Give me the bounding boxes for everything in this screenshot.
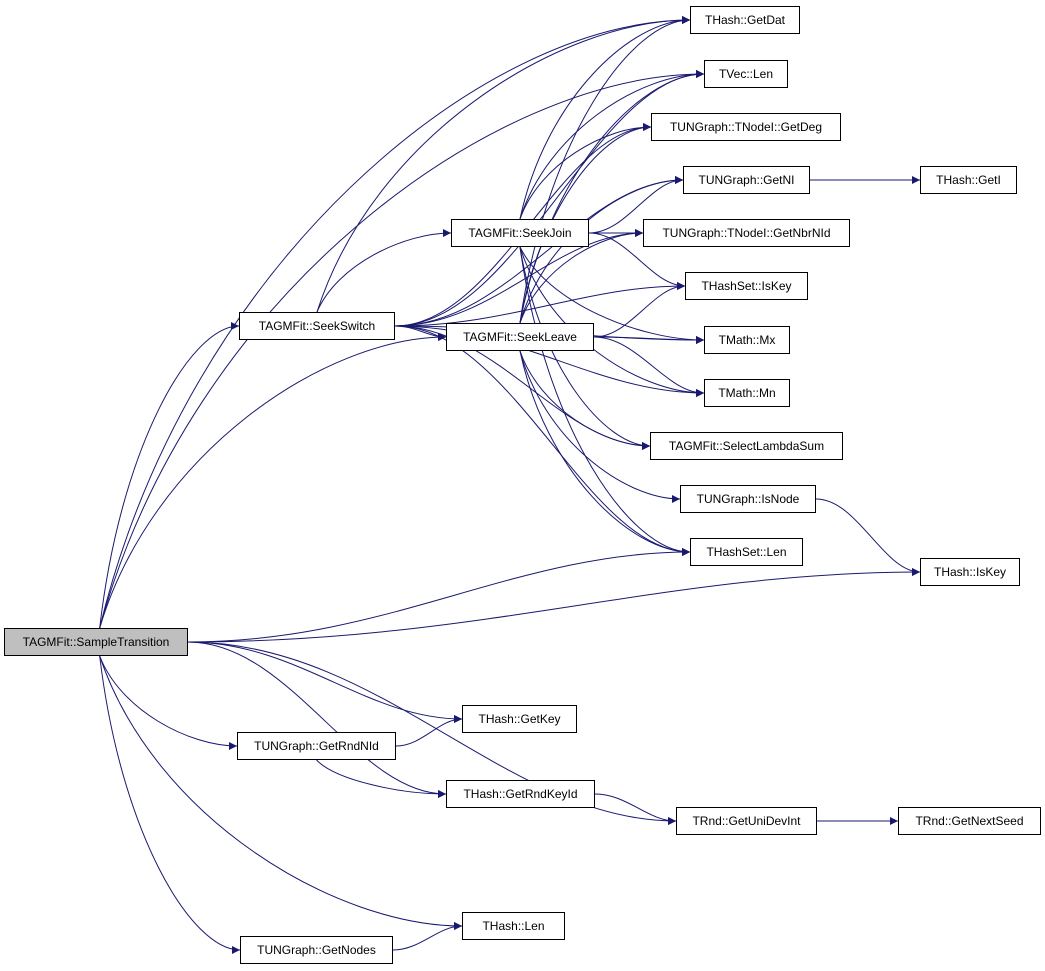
edge-n10-n15 [519,350,691,556]
node-thash-iskey[interactable]: THash::IsKey [920,558,1020,586]
node-label: TUNGraph::TNodeI::GetNbrNId [662,226,831,240]
node-tungraph-tnodei-getdeg[interactable]: TUNGraph::TNodeI::GetDeg [651,113,841,141]
node-thash-getrndkeyid[interactable]: THash::GetRndKeyId [446,780,595,808]
node-label: TMath::Mx [718,333,776,347]
edge-n17-n20 [187,641,447,798]
node-label: THash::IsKey [933,565,1007,579]
edge-n17-n2 [99,70,705,629]
edge-n10-n8 [593,282,686,338]
edge-n10-n11 [593,335,705,344]
edge-n9-n7 [316,229,452,313]
edge-n7-n1 [519,16,691,220]
edge-n17-n9 [99,322,240,629]
node-label: THash::GetDat [704,13,786,27]
edge-n17-n16 [187,568,921,643]
node-label: THash::Len [482,919,545,933]
node-label: THashSet::Len [706,545,787,559]
edge-n17-n18 [187,641,463,723]
edge-n17-n23 [99,655,463,930]
edge-n9-n12 [394,325,705,397]
node-label: TAGMFit::SeekLeave [463,330,577,344]
edge-n10-n12 [593,336,705,397]
edge-n10-n3 [519,123,652,324]
edge-n9-n15 [394,325,691,556]
node-label: TUNGraph::GetNI [698,173,795,187]
edge-n7-n15 [519,246,691,556]
node-label: THash::GetRndKeyId [463,787,578,801]
edge-n20-n21 [594,793,677,825]
edge-n17-n1 [99,16,691,629]
node-thash-len[interactable]: THash::Len [462,912,565,940]
edge-n17-n15 [187,548,691,643]
node-label: THash::GetI [936,173,1001,187]
edge-n9-n10 [394,325,447,341]
edge-n9-n1 [316,16,691,313]
edge-n10-n13 [519,350,651,450]
node-tmath-mn[interactable]: TMath::Mn [704,379,790,407]
node-trnd-getunidevint[interactable]: TRnd::GetUniDevInt [676,807,817,835]
edge-n7-n13 [519,246,651,450]
edge-n17-n21 [187,641,677,825]
node-label: TRnd::GetNextSeed [915,814,1024,828]
edge-n17-n10 [99,333,447,629]
node-label: TUNGraph::GetNodes [257,943,376,957]
edge-n7-n4 [588,176,684,234]
node-tungraph-getni[interactable]: TUNGraph::GetNI [683,166,810,194]
edge-n19-n20 [316,759,447,798]
edge-n7-n8 [588,232,686,290]
edge-n14-n16 [815,498,921,576]
node-label: TUNGraph::IsNode [696,492,800,506]
node-tagmfit-sampletransition: TAGMFit::SampleTransition [4,628,188,656]
node-thash-getdat[interactable]: THash::GetDat [690,6,800,34]
node-label: THashSet::IsKey [701,279,792,293]
edge-n17-n19 [99,655,238,750]
node-tagmfit-selectlambdasum[interactable]: TAGMFit::SelectLambdaSum [650,432,843,460]
node-label: THash::GetKey [478,712,561,726]
node-label: TRnd::GetUniDevInt [692,814,801,828]
node-label: TAGMFit::SeekSwitch [258,319,376,333]
node-tagmfit-seekjoin[interactable]: TAGMFit::SeekJoin [451,219,589,247]
node-tagmfit-seekswitch[interactable]: TAGMFit::SeekSwitch [239,312,395,340]
edge-n17-n24 [99,655,241,954]
node-thash-geti[interactable]: THash::GetI [920,166,1017,194]
edge-n10-n2 [519,70,705,324]
node-tungraph-isnode[interactable]: TUNGraph::IsNode [680,485,816,513]
edge-n7-n2 [519,70,705,220]
node-tungraph-tnodei-getnbrnid[interactable]: TUNGraph::TNodeI::GetNbrNId [643,219,850,247]
node-label: TAGMFit::SeekJoin [468,226,572,240]
node-label: TVec::Len [718,67,774,81]
node-label: TAGMFit::SelectLambdaSum [668,439,825,453]
edge-n7-n12 [519,246,705,397]
node-label: TUNGraph::GetRndNId [254,739,379,753]
node-thashset-len[interactable]: THashSet::Len [690,538,803,566]
node-tungraph-getrndnid[interactable]: TUNGraph::GetRndNId [237,732,396,760]
node-tagmfit-seekleave[interactable]: TAGMFit::SeekLeave [446,323,594,351]
node-tmath-mx[interactable]: TMath::Mx [704,326,790,354]
edge-n7-n3 [519,123,652,220]
edge-n9-n8 [394,282,686,327]
edge-n9-n2 [394,70,705,327]
edge-n10-n1 [519,16,691,324]
node-label: TMath::Mn [718,386,776,400]
node-trnd-getnextseed[interactable]: TRnd::GetNextSeed [898,807,1041,835]
node-tvec-len[interactable]: TVec::Len [704,60,788,88]
node-label: TAGMFit::SampleTransition [22,635,170,649]
node-tungraph-getnodes[interactable]: TUNGraph::GetNodes [240,936,393,964]
edge-n19-n18 [395,715,463,747]
node-thash-getkey[interactable]: THash::GetKey [462,705,577,733]
edge-n9-n6 [394,229,644,327]
edge-n10-n4 [519,176,684,324]
edge-n10-n14 [519,350,681,503]
node-thashset-iskey[interactable]: THashSet::IsKey [685,272,808,300]
edge-n10-n6 [519,229,644,324]
edge-n24-n23 [392,922,463,951]
node-label: TUNGraph::TNodeI::GetDeg [669,120,823,134]
